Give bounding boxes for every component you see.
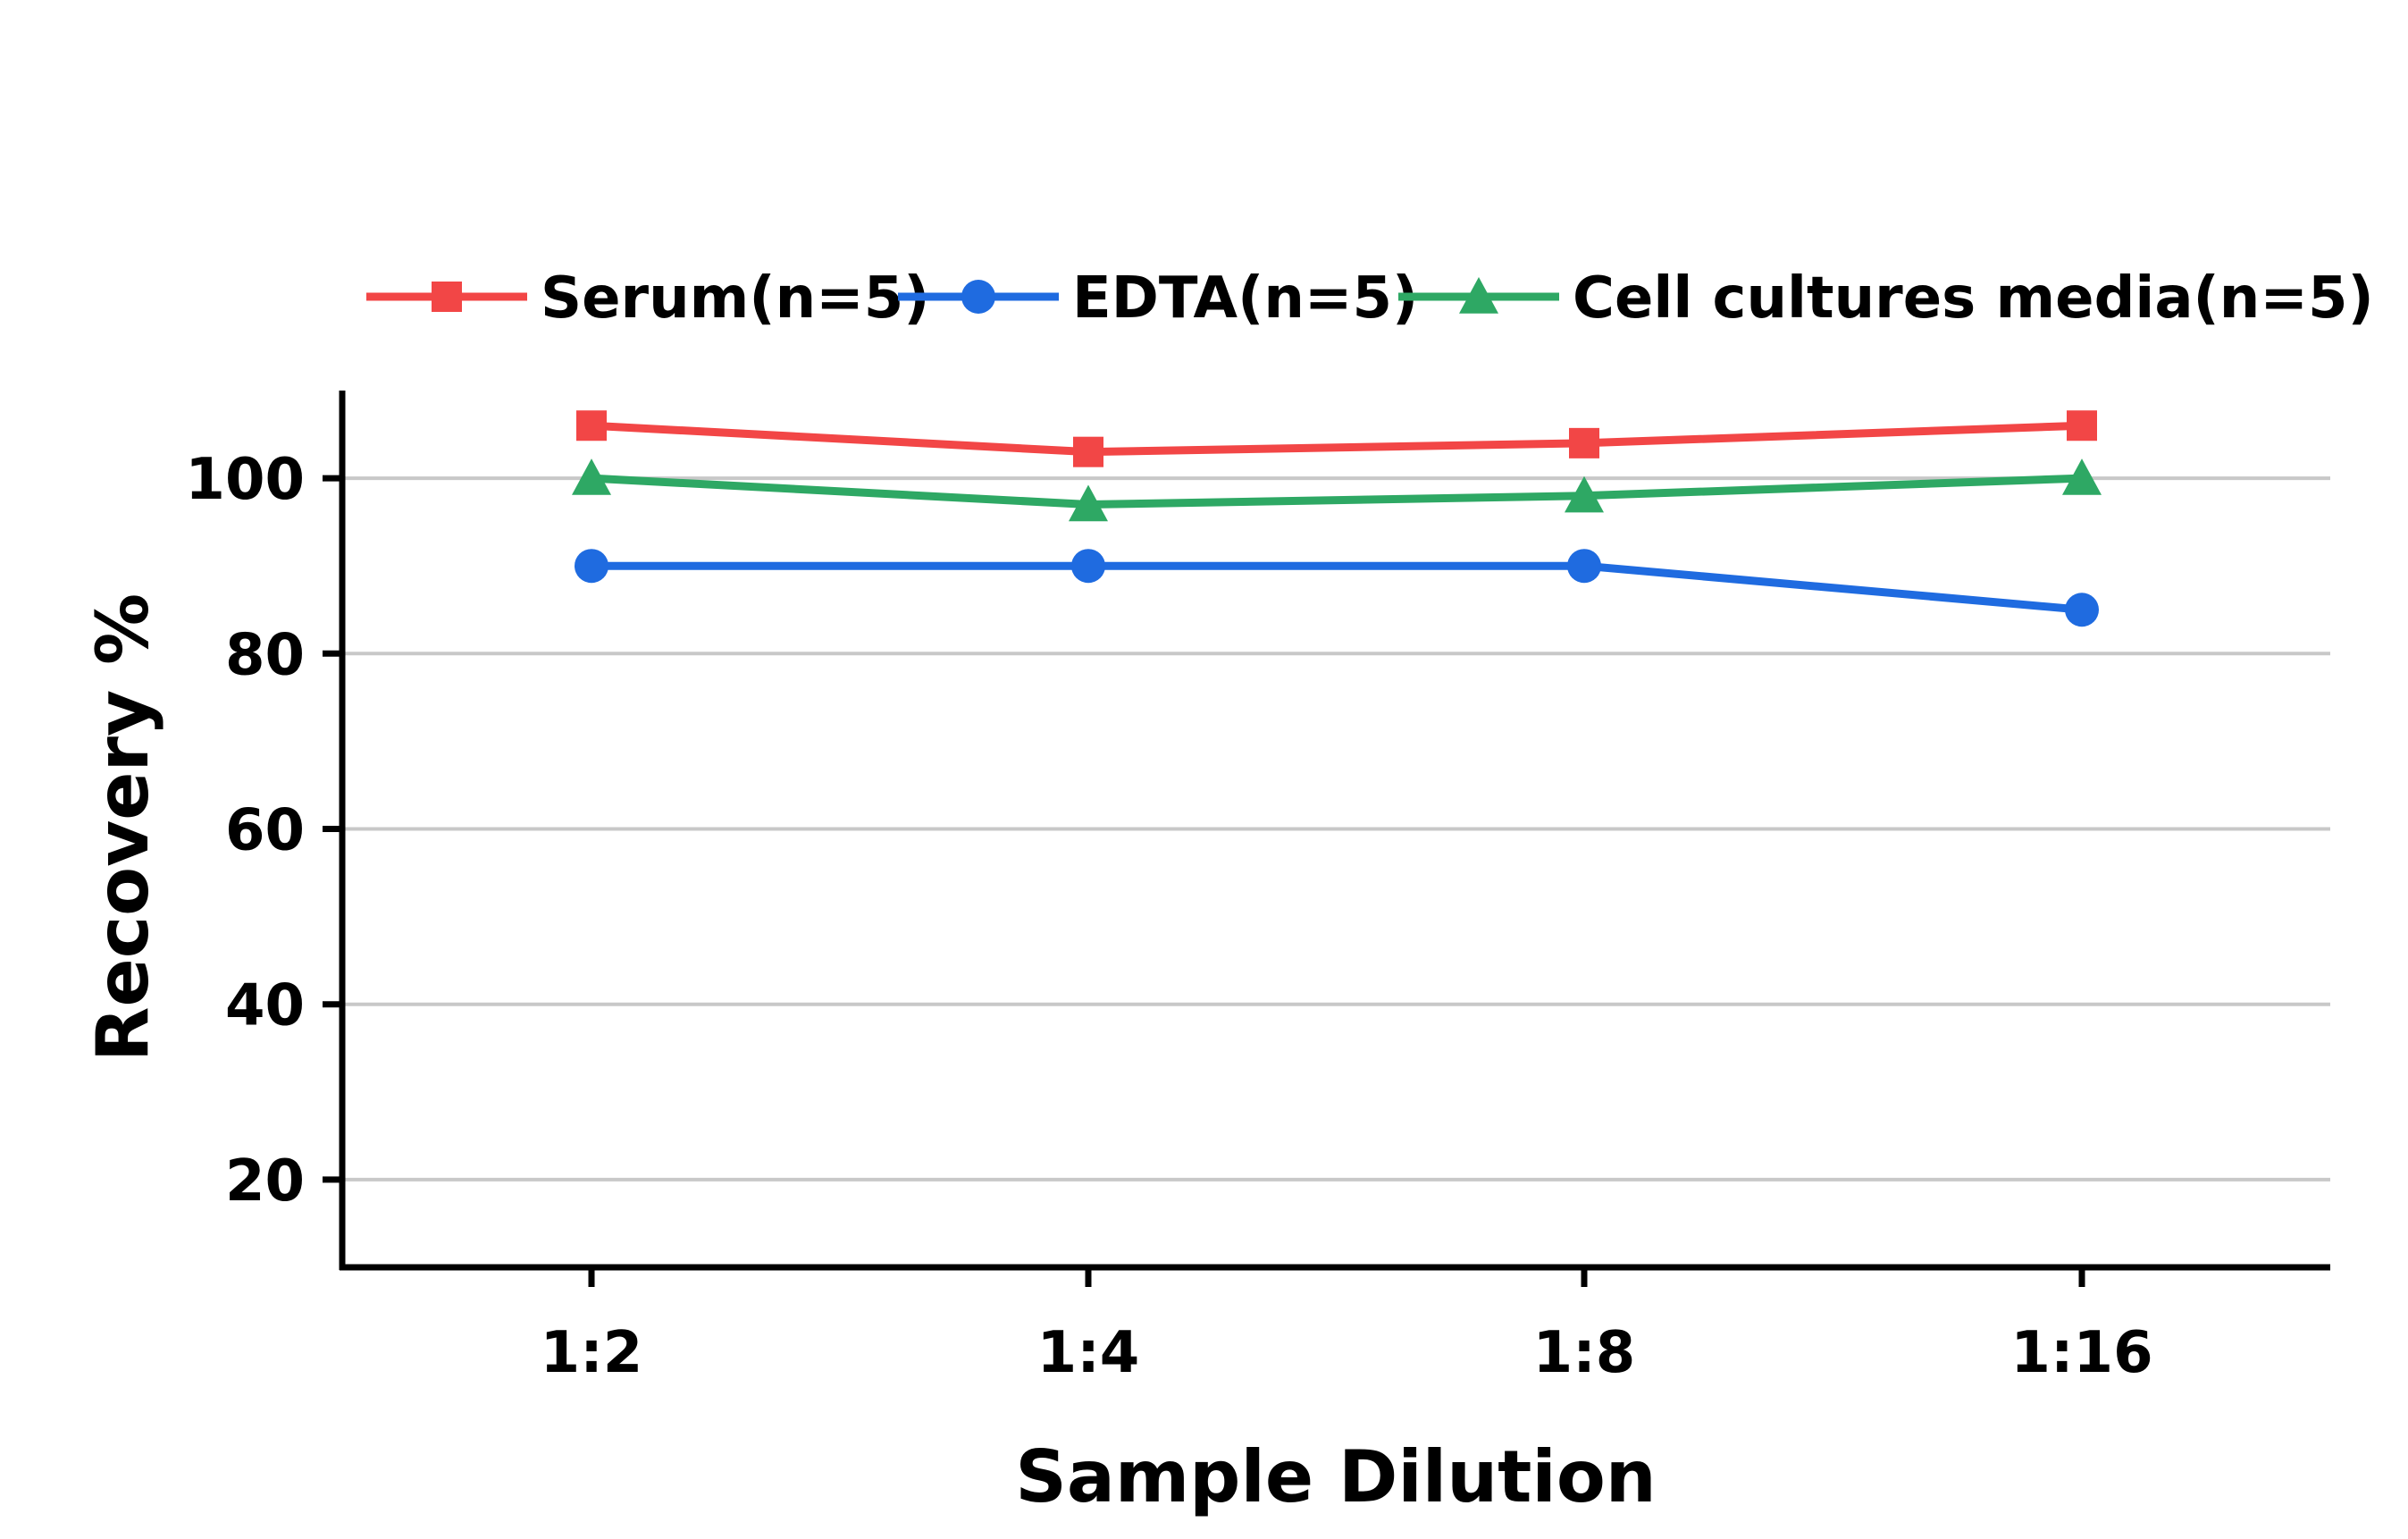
data-point-1-0 bbox=[575, 549, 608, 584]
data-point-0-3 bbox=[2067, 410, 2097, 442]
series-1 bbox=[575, 549, 2099, 627]
axes-layer: 20 40 60 80 100 1:2 1:4 1:8 1:16 bbox=[185, 391, 2330, 1386]
legend-label: EDTA(n=5) bbox=[1072, 265, 1418, 332]
series-0 bbox=[576, 410, 2097, 467]
legend-swatch-marker bbox=[961, 280, 995, 314]
series-line-1 bbox=[592, 561, 2083, 614]
y-tick-label: 80 bbox=[225, 622, 305, 688]
legend-swatch-marker bbox=[1459, 277, 1498, 314]
data-point-2-3 bbox=[2062, 458, 2102, 495]
x-tick-label: 1:4 bbox=[1037, 1320, 1140, 1386]
x-tick-label: 1:2 bbox=[541, 1320, 643, 1386]
y-tick-label: 20 bbox=[225, 1148, 305, 1215]
series-2 bbox=[572, 458, 2102, 522]
data-point-0-0 bbox=[576, 410, 607, 442]
data-point-1-1 bbox=[1071, 549, 1105, 584]
y-tick-label: 100 bbox=[185, 447, 305, 513]
x-tick-label: 1:8 bbox=[1533, 1320, 1636, 1386]
legend-label: Serum(n=5) bbox=[541, 265, 930, 332]
legend-item-2: Cell cultures media(n=5) bbox=[1398, 265, 2374, 332]
legend: Serum(n=5) EDTA(n=5) Cell cultures media(n… bbox=[366, 265, 2374, 332]
data-point-0-2 bbox=[1569, 427, 1599, 458]
y-axis-title: Recovery % bbox=[81, 593, 164, 1062]
data-point-1-2 bbox=[1567, 549, 1601, 584]
data-point-0-1 bbox=[1073, 436, 1103, 467]
series-line-2 bbox=[591, 474, 2083, 509]
data-point-1-3 bbox=[2065, 593, 2099, 627]
legend-label: Cell cultures media(n=5) bbox=[1573, 265, 2374, 332]
y-tick-label: 40 bbox=[225, 973, 305, 1039]
data-point-2-1 bbox=[1069, 484, 1108, 522]
x-axis-title: Sample Dilution bbox=[1015, 1435, 1657, 1518]
series-line-0 bbox=[591, 421, 2083, 457]
legend-swatch-marker bbox=[432, 282, 462, 312]
legend-item-0: Serum(n=5) bbox=[366, 265, 930, 332]
grid-layer bbox=[342, 476, 2330, 1182]
data-point-2-2 bbox=[1565, 475, 1604, 513]
legend-item-1: EDTA(n=5) bbox=[898, 265, 1418, 332]
y-tick-label: 60 bbox=[225, 798, 305, 864]
x-tick-label: 1:16 bbox=[2010, 1320, 2152, 1386]
series-layer bbox=[572, 410, 2102, 627]
data-point-2-0 bbox=[572, 458, 611, 495]
